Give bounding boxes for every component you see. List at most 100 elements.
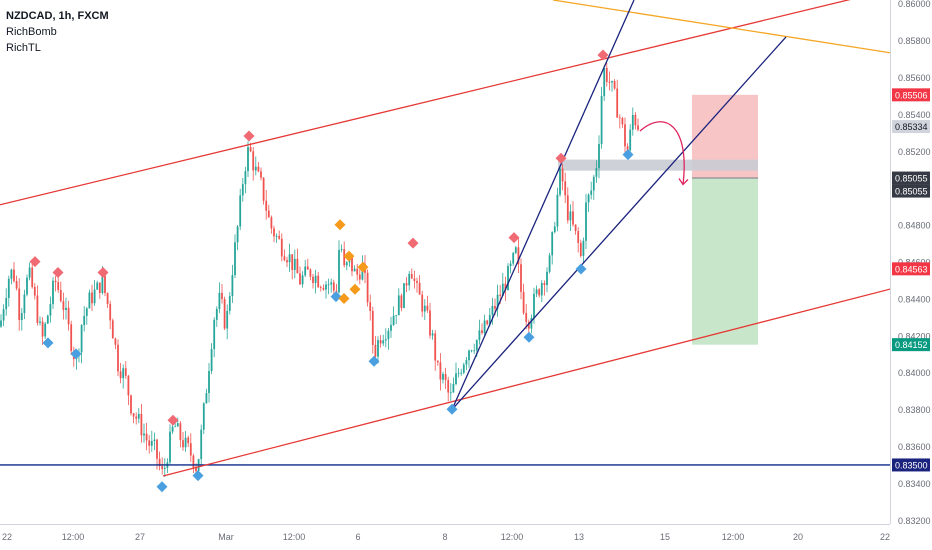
indicator-richtl[interactable]: RichTL xyxy=(6,42,41,54)
candle-body xyxy=(514,247,517,253)
candle xyxy=(345,261,348,271)
price-label: 0.85055 xyxy=(892,184,930,198)
candle-body xyxy=(59,289,62,302)
candle-body xyxy=(67,307,70,325)
candle xyxy=(57,277,60,293)
candle-body xyxy=(33,286,36,296)
pivot-low-marker xyxy=(622,149,634,161)
candle-body xyxy=(478,330,481,341)
candle xyxy=(98,282,101,299)
y-tick-label: 0.85800 xyxy=(898,36,931,46)
candle-body xyxy=(158,458,161,467)
candle xyxy=(304,259,307,277)
candle xyxy=(280,233,283,262)
candle-body xyxy=(579,242,582,256)
candle xyxy=(470,349,473,353)
candle-body xyxy=(621,117,624,125)
candle xyxy=(189,433,192,462)
candle-body xyxy=(286,260,288,263)
candle xyxy=(2,304,5,327)
candle xyxy=(317,271,320,289)
candle xyxy=(166,458,169,474)
candle-body xyxy=(293,258,296,270)
candles xyxy=(0,62,639,477)
candle xyxy=(65,297,67,320)
candle xyxy=(418,275,421,295)
indicator-richbomb[interactable]: RichBomb xyxy=(6,26,57,38)
candle-body xyxy=(556,194,559,227)
candle-body xyxy=(343,249,346,266)
candle xyxy=(611,80,613,92)
candle xyxy=(618,114,621,129)
candle xyxy=(236,224,239,251)
candle xyxy=(288,243,291,272)
candle-body xyxy=(312,276,314,283)
candle xyxy=(5,288,8,316)
candle-body xyxy=(512,252,515,264)
candle-body xyxy=(179,423,182,441)
candle-body xyxy=(122,368,125,379)
pivot-high-marker xyxy=(167,414,179,426)
candle-body xyxy=(595,168,598,177)
candle-body xyxy=(353,268,356,272)
candle-body xyxy=(280,238,283,257)
candle-body xyxy=(403,283,405,308)
candle-body xyxy=(631,114,634,130)
candle xyxy=(111,318,114,339)
candle xyxy=(382,334,385,347)
candle-body xyxy=(626,146,629,151)
candle xyxy=(465,357,468,370)
candle xyxy=(15,275,18,291)
candle-body xyxy=(572,211,574,225)
candle xyxy=(338,240,340,294)
candle xyxy=(455,362,457,386)
candle xyxy=(309,268,312,281)
candle-body xyxy=(439,362,442,380)
candle xyxy=(254,156,257,176)
candle-body xyxy=(442,374,444,380)
candle-body xyxy=(603,67,606,97)
candle-body xyxy=(566,195,569,221)
candle-body xyxy=(465,360,468,365)
candle-body xyxy=(239,195,242,227)
candle xyxy=(369,294,372,321)
candle xyxy=(613,79,616,90)
candle-body xyxy=(530,318,533,329)
candle-body xyxy=(114,338,117,345)
candle-body xyxy=(309,269,312,277)
candle-body xyxy=(590,190,593,195)
candle xyxy=(210,343,213,375)
candle xyxy=(553,221,556,234)
candle xyxy=(429,302,431,339)
candle xyxy=(322,284,325,291)
candle-body xyxy=(288,254,291,263)
candle-body xyxy=(65,307,67,311)
candle-body xyxy=(210,349,213,372)
candle-body xyxy=(582,240,585,256)
candle-body xyxy=(304,266,307,276)
candle xyxy=(187,435,190,447)
candle xyxy=(200,424,203,466)
candle-body xyxy=(520,264,522,292)
candle xyxy=(41,317,44,345)
candle xyxy=(306,258,309,270)
candle xyxy=(62,292,65,320)
price-label-bg xyxy=(892,184,930,198)
symbol-info[interactable]: NZDCAD, 1h, FXCM xyxy=(6,10,109,22)
signal-marker xyxy=(334,219,346,231)
candle xyxy=(169,424,171,465)
candle-body xyxy=(163,467,166,469)
price-label-text: 0.85334 xyxy=(895,122,928,132)
candle xyxy=(33,283,36,300)
price-label-bg xyxy=(892,120,930,134)
candle-body xyxy=(7,278,10,299)
candle-body xyxy=(637,125,639,130)
candle-body xyxy=(260,171,262,178)
candle xyxy=(605,62,608,87)
plot-area xyxy=(0,0,896,493)
candle xyxy=(275,233,278,243)
candle xyxy=(351,257,353,277)
candle xyxy=(44,321,47,339)
price-label-bg xyxy=(892,458,930,472)
